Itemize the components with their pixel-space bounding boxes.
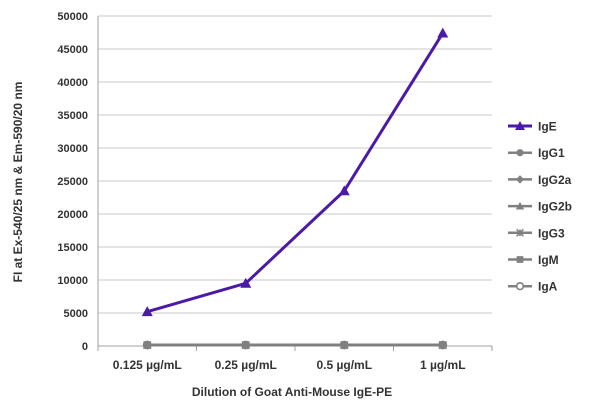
legend-item-igg2a: IgG2a	[508, 173, 572, 187]
data-point	[143, 341, 152, 349]
data-point	[340, 341, 349, 349]
legend-item-igg2b: IgG2b	[508, 200, 572, 214]
y-tick-label: 5000	[64, 308, 88, 320]
x-tick-label: 0.25 µg/mL	[215, 358, 277, 372]
legend-marker	[515, 201, 525, 210]
legend-marker	[516, 228, 524, 237]
legend: IgE IgG1 IgG2a IgG2b IgG3 IgM IgA	[508, 120, 572, 294]
legend-label: IgG3	[538, 226, 565, 240]
y-tick-label: 30000	[57, 143, 88, 155]
series-layer	[141, 27, 449, 350]
legend-item-ige: IgE	[508, 120, 557, 134]
data-point	[240, 277, 252, 288]
legend-marker	[515, 175, 525, 184]
axes	[97, 16, 493, 351]
legend-item-igm: IgM	[508, 253, 559, 267]
data-point	[241, 341, 250, 349]
legend-marker	[515, 282, 525, 291]
y-tick-label: 10000	[57, 275, 88, 287]
y-tick-label: 0	[82, 341, 88, 353]
legend-label: IgE	[538, 120, 557, 134]
data-point	[141, 306, 153, 317]
legend-item-iga: IgA	[508, 280, 558, 294]
series-igg1	[143, 341, 447, 349]
y-tick-label: 25000	[57, 176, 88, 188]
legend-label: IgM	[538, 253, 559, 267]
data-point	[437, 27, 449, 38]
y-tick-label: 45000	[57, 44, 88, 56]
y-tick-label: 50000	[57, 11, 88, 23]
y-tick-label: 35000	[57, 110, 88, 122]
y-tick-label: 15000	[57, 242, 88, 254]
data-point	[438, 341, 447, 349]
legend-item-igg3: IgG3	[508, 226, 565, 240]
legend-label: IgG1	[538, 146, 565, 160]
x-tick-label: 0.5 µg/mL	[316, 358, 372, 372]
series-ige	[141, 27, 449, 317]
legend-label: IgG2a	[538, 173, 572, 187]
series-line	[146, 32, 445, 314]
grid	[98, 15, 492, 314]
x-axis-label: Dilution of Goat Anti-Mouse IgE-PE	[192, 385, 392, 399]
legend-item-igg1: IgG1	[508, 146, 565, 160]
legend-marker	[516, 256, 524, 263]
data-point	[338, 185, 350, 196]
legend-label: IgA	[538, 280, 558, 294]
x-tick-label: 1 µg/mL	[420, 358, 466, 372]
y-axis-label: FI at Ex-540/25 nm & Em-590/20 nm	[11, 82, 25, 283]
x-tick-label: 0.125 µg/mL	[113, 358, 182, 372]
tick-labels: 0 5000 10000 15000 20000 25000 30000 35000 40000…	[57, 11, 465, 372]
legend-label: IgG2b	[538, 200, 572, 214]
y-tick-label: 20000	[57, 209, 88, 221]
y-tick-label: 40000	[57, 77, 88, 89]
legend-marker	[516, 149, 524, 157]
legend-marker	[515, 121, 525, 130]
